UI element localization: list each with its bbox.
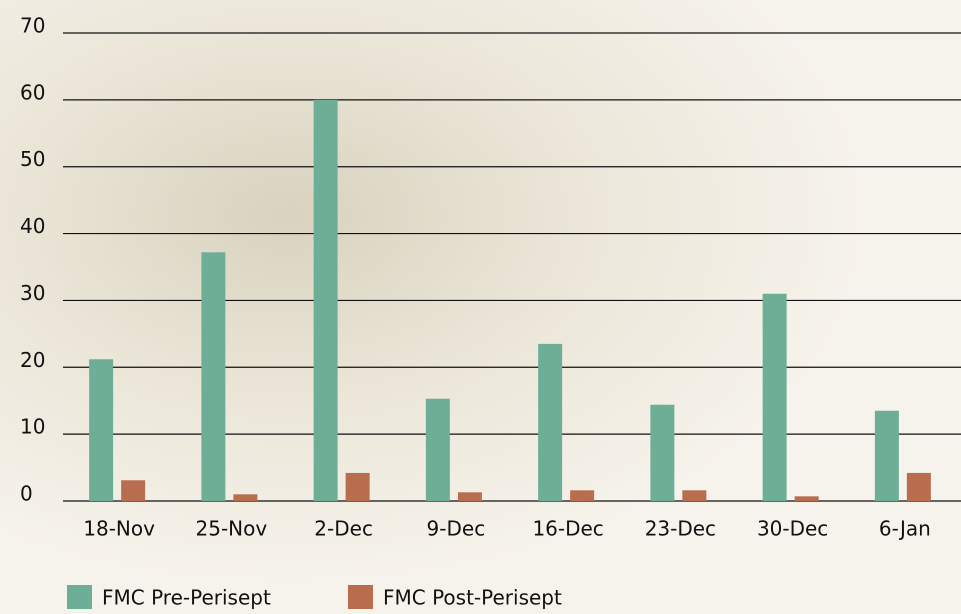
y-tick-label: 30 [20,281,45,305]
bar [458,492,482,501]
y-tick-label: 50 [20,147,45,171]
bar [121,480,145,501]
legend-swatch [348,585,373,609]
bar [201,252,225,501]
bar [346,473,370,501]
x-tick-label: 16-Dec [532,517,603,541]
bar [570,490,594,501]
bar [314,100,338,501]
y-tick-label: 10 [20,415,45,439]
bar [907,473,931,501]
chart: 0 10 20 30 40 50 60 70 18-Nov 25-Nov 2-Dec 9-Dec 16-… [0,0,961,614]
legend-label: FMC Post-Perisept [383,586,562,610]
x-tick-label: 30-Dec [757,517,828,541]
bar [875,411,899,501]
x-tick-label: 2-Dec [314,517,373,541]
y-tick-label: 60 [20,80,45,104]
bar [795,496,819,501]
x-tick-label: 25-Nov [196,517,268,541]
legend-swatch [67,585,92,609]
bar [763,294,787,501]
bar [538,344,562,501]
bar [89,359,113,501]
x-tick-label: 9-Dec [427,517,486,541]
x-tick-label: 6-Jan [879,517,931,541]
y-tick-label: 0 [20,482,33,506]
x-tick-label: 18-Nov [83,517,155,541]
legend-label: FMC Pre-Perisept [102,586,271,610]
bar [682,490,706,501]
x-tick-label: 23-Dec [645,517,716,541]
bar [233,494,257,501]
bar [650,405,674,501]
y-tick-label: 70 [20,14,45,38]
bar [426,399,450,501]
y-tick-label: 40 [20,214,45,238]
y-tick-label: 20 [20,348,45,372]
